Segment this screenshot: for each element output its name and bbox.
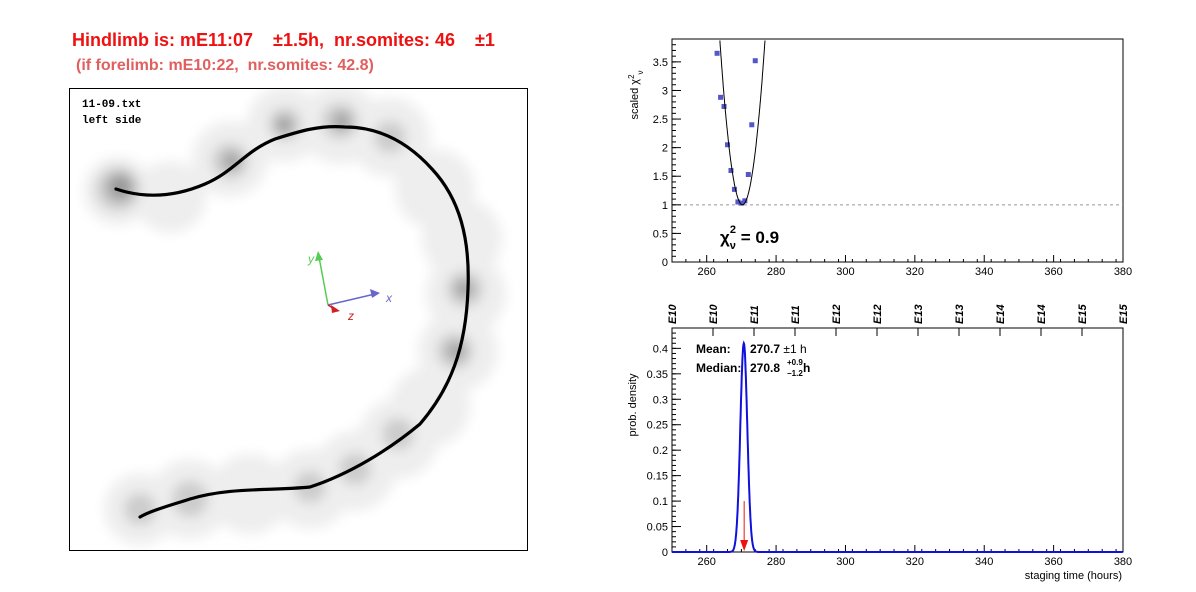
x-axis-arrowhead <box>370 289 380 298</box>
chi-x-tick-label: 380 <box>1114 266 1132 278</box>
file-info: 11-09.txt left side <box>82 97 141 129</box>
y-axis-arrow <box>318 256 329 306</box>
y-axis-label: y <box>307 252 315 266</box>
pd-top-tick-label: E14 <box>995 304 1007 324</box>
chi-x-tick-label: 360 <box>1044 266 1062 278</box>
pd-top-tick-label: E13 <box>954 304 966 324</box>
pd-top-tick-label: E10 <box>708 304 720 324</box>
pd-x-tick-label: 300 <box>836 556 854 568</box>
chi-x-tick-label: 340 <box>975 266 993 278</box>
pd-x-tick-label: 260 <box>698 556 716 568</box>
pd-x-tick-label: 340 <box>975 556 993 568</box>
pd-x-tick-label: 380 <box>1114 556 1132 568</box>
x-axis-label: x <box>385 291 393 305</box>
pd-top-tick-label: E11 <box>790 305 802 324</box>
median-minus-err: −1.2 <box>787 369 803 378</box>
chi-y-tick-label: 2 <box>662 143 668 155</box>
chi-x-tick-label: 260 <box>698 266 716 278</box>
orientation-axes: x y z <box>307 251 393 323</box>
pd-x-axis-title: staging time (hours) <box>1025 570 1122 582</box>
embryo-image-panel: 11-09.txt left side <box>69 88 528 551</box>
chi-data-point <box>725 142 731 148</box>
chi-data-point <box>738 200 744 206</box>
chi-square-chart: 260 280 300 320 340 360 380 0 0.5 1 1.5 2 2.5 3 3.5 sc… <box>627 38 1132 278</box>
chi-x-tick-label: 300 <box>836 266 854 278</box>
chi-y-axis-title: scaled χ2ν <box>627 70 645 119</box>
limb-outline-curve <box>114 125 470 519</box>
mean-value: 270.7 ±1 h <box>750 342 807 356</box>
pd-y-tick-label: 0.35 <box>647 369 668 381</box>
pd-top-tick-label: E14 <box>1036 304 1048 324</box>
chi-data-point <box>731 186 737 192</box>
probability-density-chart: 260 280 300 320 340 360 380 0 0.05 0.1 0.15 0.2 0.25… <box>627 304 1132 582</box>
z-axis-label: z <box>347 309 354 323</box>
chi-data-point <box>714 50 720 56</box>
pd-y-tick-label: 0.25 <box>647 420 668 432</box>
median-label: Median: <box>696 361 741 375</box>
side-label: left side <box>82 115 142 127</box>
median-marker-arrow <box>740 540 749 551</box>
pd-top-tick-label: E11 <box>749 305 761 324</box>
pd-y-tick-label: 0.1 <box>653 496 668 508</box>
pd-y-tick-label: 0.15 <box>647 471 668 483</box>
chi-data-point <box>752 58 758 64</box>
chi-y-tick-label: 0 <box>662 257 668 269</box>
pd-y-tick-label: 0.2 <box>653 445 668 457</box>
pd-x-tick-label: 360 <box>1044 556 1062 568</box>
chi-data-point <box>718 94 724 100</box>
chi-x-tick-label: 320 <box>906 266 924 278</box>
chi-data-point <box>742 198 748 204</box>
chi-data-point <box>749 122 755 128</box>
chi-y-tick-label: 2.5 <box>653 114 668 126</box>
pd-top-tick-label: E12 <box>872 304 884 324</box>
chi-data-point <box>735 199 741 205</box>
chi-y-tick-label: 0.5 <box>653 228 668 240</box>
forelimb-subline: (if forelimb: mE10:22, nr.somites: 42.8) <box>76 57 374 74</box>
chi-y-tick-label: 1 <box>662 200 668 212</box>
mean-label: Mean: <box>696 342 731 356</box>
pd-y-tick-label: 0.4 <box>653 343 668 355</box>
chi-x-tick-label: 280 <box>767 266 785 278</box>
limb-outline-image: x y z <box>84 89 506 545</box>
median-plus-err: +0.9 <box>787 358 803 367</box>
chi-y-tick-label: 3 <box>662 85 668 97</box>
pd-y-tick-label: 0.3 <box>653 394 668 406</box>
chi-data-point <box>721 103 727 109</box>
y-axis-arrowhead <box>315 251 323 261</box>
pd-x-tick-label: 280 <box>767 556 785 568</box>
pd-top-tick-label: E10 <box>667 304 679 324</box>
pd-top-tick-label: E12 <box>831 304 843 324</box>
pd-top-tick-label: E15 <box>1077 304 1089 324</box>
pd-density-curve <box>672 340 1123 553</box>
z-axis-arrowhead <box>331 305 340 313</box>
x-axis-arrow <box>327 293 376 306</box>
chi-annotation: χν2 = 0.9 <box>720 224 779 252</box>
pd-top-tick-label: E15 <box>1118 304 1130 324</box>
median-value: 270.8 <box>750 361 780 375</box>
chi-data-point <box>745 172 751 178</box>
chi-fit-curve <box>719 40 766 206</box>
pd-y-tick-label: 0.05 <box>647 522 668 534</box>
median-unit: h <box>803 361 810 375</box>
chi-data-point <box>728 168 734 174</box>
pd-y-axis-title: prob. density <box>627 373 639 436</box>
chi-y-tick-label: 1.5 <box>653 171 668 183</box>
pd-x-tick-label: 320 <box>906 556 924 568</box>
pd-top-tick-label: E13 <box>913 304 925 324</box>
pd-y-tick-label: 0 <box>662 547 668 559</box>
filename-label: 11-09.txt <box>82 99 142 111</box>
staging-headline: Hindlimb is: mE11:07 ±1.5h, nr.somites: … <box>72 30 495 50</box>
chi-y-tick-label: 3.5 <box>653 57 668 69</box>
chi-plot-frame <box>671 38 1124 263</box>
